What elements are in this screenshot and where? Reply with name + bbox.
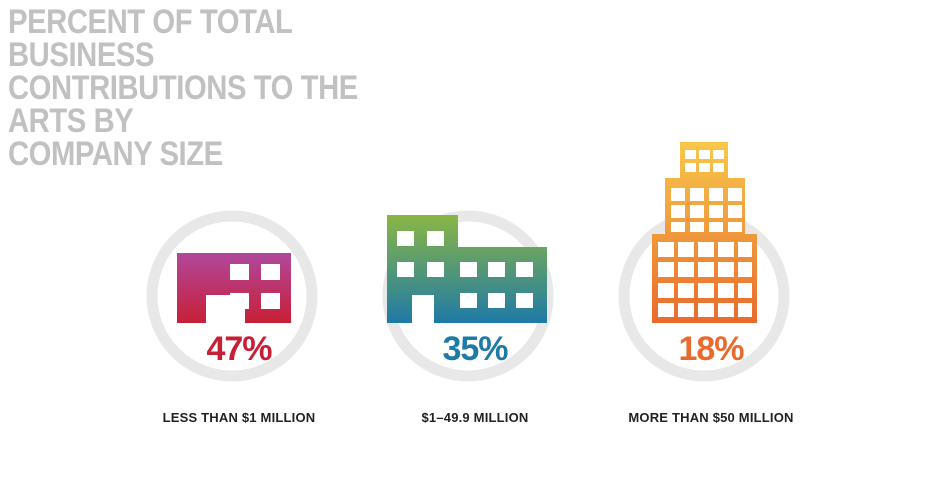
value-label-large: 18%	[678, 330, 744, 368]
category-label-medium: $1–49.9 MILLION	[421, 410, 529, 425]
large-building-graphic	[618, 142, 790, 382]
ring-circle	[146, 210, 318, 382]
category-label-small: LESS THAN $1 MILLION	[162, 410, 316, 425]
company-size-item-small: 47% LESS THAN $1 MILLION	[121, 194, 357, 430]
company-size-item-medium: 35% $1–49.9 MILLION	[357, 194, 593, 430]
medium-building-icon	[387, 215, 547, 323]
value-label-small: 47%	[206, 330, 272, 368]
chart-title: PERCENT OF TOTAL BUSINESS CONTRIBUTIONS …	[8, 3, 358, 173]
tall-building-icon	[652, 142, 757, 323]
company-size-item-large: 18% MORE THAN $50 MILLION	[593, 142, 829, 430]
small-building-icon	[177, 253, 291, 323]
category-label-large: MORE THAN $50 MILLION	[628, 410, 794, 425]
medium-building-graphic	[382, 210, 554, 382]
value-label-medium: 35%	[442, 330, 508, 368]
small-building-graphic	[146, 210, 318, 382]
